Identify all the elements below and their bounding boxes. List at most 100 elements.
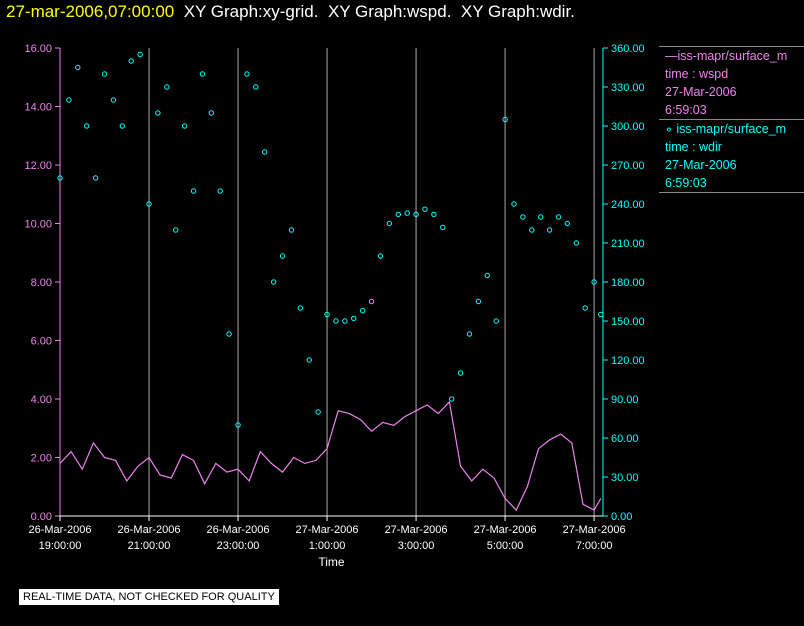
wdir-point-22 [253,84,259,90]
wdir-point-43 [440,224,446,231]
wdir-point-4 [92,175,99,181]
wdir-point-47 [475,298,482,305]
wdir-point-58 [573,240,579,246]
wdir-point-15 [190,188,197,194]
wdir-point-11 [155,110,161,116]
x-tick-date-6: 27-Mar-2006 [563,524,626,536]
right-tick-label-0: 0.00 [611,511,632,523]
wdir-point-45 [457,370,464,376]
x-tick-time-6: 7:00:00 [576,540,613,552]
wdir-point-2 [75,64,81,71]
wdir-point-34 [359,307,366,314]
wdir-point-55 [546,227,553,233]
wdir-point-3 [84,123,90,129]
wdir-point-32 [342,318,348,324]
x-tick-date-5: 27-Mar-2006 [474,524,537,536]
left-tick-label-0: 0.00 [31,511,52,523]
wdir-point-0 [57,175,63,181]
wdir-point-28 [306,357,312,363]
left-tick-label-1: 2.00 [31,453,52,465]
wdir-point-18 [217,188,223,194]
legend-separator-top [659,46,804,47]
wdir-point-49 [493,318,499,324]
wdir-point-33 [351,315,357,322]
x-tick-date-0: 26-Mar-2006 [29,524,92,536]
wdir-point-6 [110,97,117,103]
wdir-point-26 [288,227,295,233]
wdir-point-21 [244,71,250,77]
legend-wspd-variable: time : wspd [665,67,729,81]
wdir-point-17 [208,110,215,116]
left-tick-label-6: 12.00 [24,160,52,172]
title-graph-wspd: XY Graph:wspd. [327,2,452,21]
wdir-point-8 [128,58,134,64]
legend-separator-bottom [659,192,804,193]
wdir-point-56 [555,214,562,220]
legend-wdir-source: ∘ iss-mapr/surface_m [665,122,787,136]
legend-wdir-date: 27-Mar-2006 [665,158,737,172]
right-tick-label-10: 300.00 [611,121,645,133]
left-tick-label-2: 4.00 [31,394,52,406]
wdir-point-14 [181,123,188,129]
wdir-point-1 [66,97,72,103]
wdir-point-16 [199,71,206,77]
right-tick-label-2: 60.00 [611,433,639,445]
right-tick-label-1: 30.00 [611,472,639,484]
wdir-point-30 [324,311,330,318]
x-tick-date-3: 27-Mar-2006 [296,524,359,536]
wdir-point-61 [598,311,604,318]
right-tick-label-5: 150.00 [611,316,645,328]
wdir-point-37 [386,220,393,227]
wdir-point-54 [537,214,544,220]
wdir-point-46 [466,331,473,337]
wdir-point-44 [448,396,455,402]
wdir-point-19 [226,331,232,337]
wdir-point-52 [520,214,526,220]
x-tick-time-2: 23:00:00 [217,540,260,552]
wspd-series-line [59,400,602,512]
x-tick-time-4: 3:00:00 [398,540,435,552]
wdir-point-35 [368,298,375,305]
left-tick-label-8: 16.00 [24,43,52,55]
wdir-point-5 [101,71,108,77]
right-tick-label-4: 120.00 [611,355,645,367]
chart-title: 27-mar-2006,07:00:00 XY Graph:xy-grid. X… [6,2,575,22]
wdir-point-42 [431,211,437,218]
x-tick-time-5: 5:00:00 [487,540,524,552]
left-tick-label-7: 14.00 [24,102,52,114]
wdir-point-29 [315,409,321,415]
x-tick-time-1: 21:00:00 [128,540,171,552]
left-tick-label-5: 10.00 [24,219,52,231]
legend-wspd: —iss-mapr/surface_m time : wspd 27-Mar-2… [665,47,804,119]
wdir-point-20 [235,422,241,428]
wdir-point-12 [164,84,170,90]
right-tick-label-6: 180.00 [611,277,645,289]
wdir-point-53 [529,227,535,233]
legend-wspd-time: 6:59:03 [665,103,707,117]
legend-separator-mid [659,119,804,120]
wdir-point-7 [119,123,126,129]
legend-wdir-variable: time : wdir [665,140,722,154]
wdir-point-40 [413,211,419,218]
wdir-point-31 [333,318,339,324]
title-graph-wdir: XY Graph:wdir. [460,2,575,21]
x-tick-date-4: 27-Mar-2006 [385,524,448,536]
wdir-point-27 [297,305,304,311]
left-tick-label-3: 6.00 [31,336,52,348]
wdir-point-41 [422,206,428,212]
title-timestamp: 27-mar-2006,07:00:00 [6,2,175,21]
legend-wspd-source: —iss-mapr/surface_m [665,49,788,63]
x-tick-date-1: 26-Mar-2006 [118,524,181,536]
legend-wdir-time: 6:59:03 [665,176,707,190]
quality-notice: REAL-TIME DATA, NOT CHECKED FOR QUALITY [19,589,279,605]
x-axis-label: Time [318,555,345,569]
wdir-point-10 [146,201,152,207]
x-tick-date-2: 26-Mar-2006 [207,524,270,536]
wdir-point-23 [262,149,268,155]
wdir-point-25 [279,253,286,259]
wdir-point-36 [377,253,384,259]
right-tick-label-11: 330.00 [611,82,645,94]
wdir-point-60 [591,279,597,285]
right-tick-label-9: 270.00 [611,160,645,172]
right-tick-label-3: 90.00 [611,394,639,406]
